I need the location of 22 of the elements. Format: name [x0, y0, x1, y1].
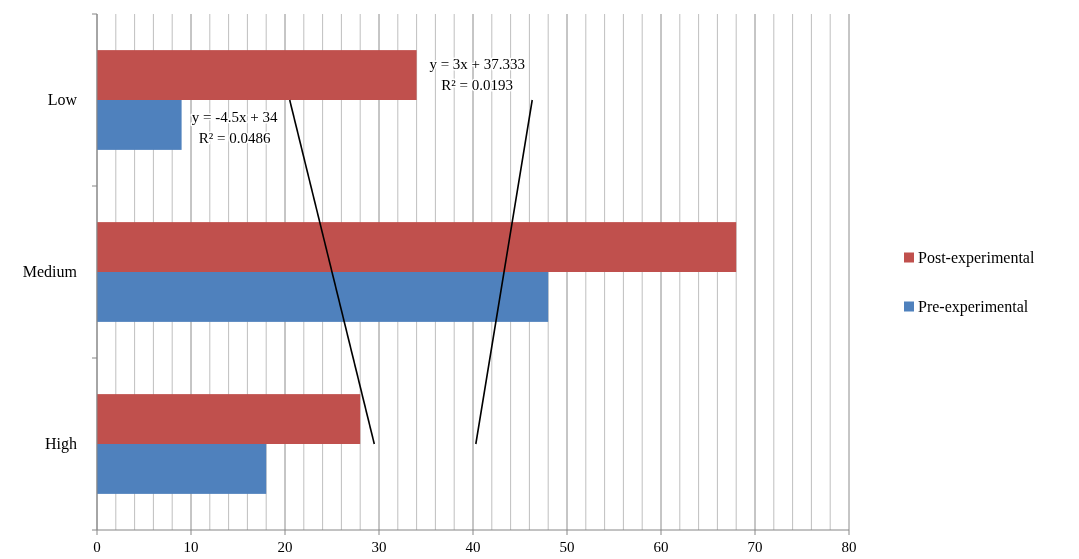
legend-label: Post-experimental — [918, 248, 1035, 267]
bar — [97, 394, 361, 444]
x-tick-label: 30 — [371, 539, 387, 555]
bar — [97, 444, 267, 494]
x-tick-label: 70 — [747, 539, 763, 555]
bar — [97, 50, 417, 100]
x-tick-label: 40 — [465, 539, 481, 555]
y-tick-label: Medium — [22, 263, 78, 280]
annotation: y = -4.5x + 34 R² = 0.0486 — [191, 109, 279, 146]
x-tick-label: 60 — [653, 539, 669, 555]
x-tick-label: 0 — [93, 539, 101, 555]
annotation: y = 3x + 37.333 R² = 0.0193 — [429, 56, 526, 93]
bar — [97, 100, 182, 150]
y-tick-label: Low — [47, 91, 78, 108]
x-tick-label: 80 — [841, 539, 857, 555]
x-tick-label: 50 — [559, 539, 575, 555]
legend-label: Pre-experimental — [918, 297, 1029, 316]
x-tick-label: 10 — [183, 539, 199, 555]
bar — [97, 272, 549, 322]
y-tick-label: High — [45, 435, 77, 453]
bar — [97, 222, 737, 272]
x-tick-label: 20 — [277, 539, 293, 555]
